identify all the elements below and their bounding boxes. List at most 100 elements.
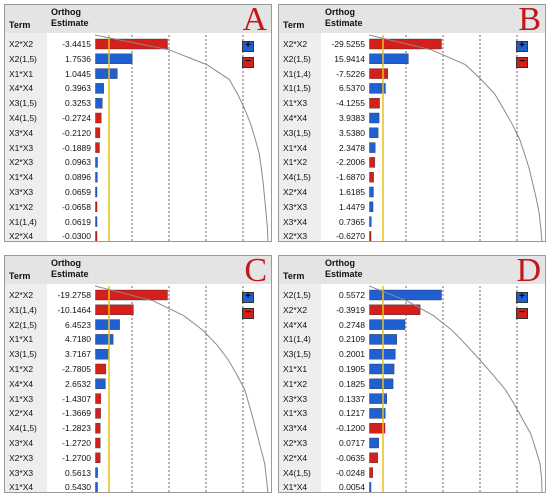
row-term: X2*X3	[283, 231, 308, 242]
header-estimate: Orthog Estimate	[325, 258, 369, 280]
row-estimate: -0.0658	[62, 201, 91, 212]
row-term: X2(1,5)	[283, 290, 311, 300]
row-term: X4(1,5)	[283, 467, 311, 478]
bar	[369, 171, 374, 183]
bar	[369, 437, 379, 449]
bar	[95, 452, 101, 464]
bar	[369, 97, 380, 109]
header-estimate-line2: Estimate	[325, 269, 363, 279]
row-estimate: -0.3919	[336, 304, 365, 315]
row-term: X2*X2	[9, 290, 34, 300]
row-term: X1*X3	[283, 98, 308, 109]
row-estimate: -1.2823	[62, 423, 91, 434]
row-estimate: 0.1905	[339, 364, 365, 374]
row-term: X1(1,5)	[283, 83, 311, 94]
row-estimate: 0.3963	[65, 83, 91, 94]
row-estimate: -7.5226	[336, 68, 365, 79]
row-term: X1*X3	[283, 408, 308, 419]
row-term: X1(1,4)	[9, 304, 37, 315]
row-term: X3*X3	[283, 393, 308, 404]
header-estimate-line2: Estimate	[325, 18, 363, 28]
bar	[369, 422, 386, 434]
bar	[369, 83, 386, 94]
row-estimate: -0.2724	[62, 113, 91, 123]
legend-minus-label: −	[519, 56, 525, 67]
row-estimate: -0.2120	[62, 127, 91, 138]
panel-letter: A	[242, 4, 267, 38]
row-estimate: 2.3478	[339, 142, 365, 153]
bar	[95, 231, 98, 241]
row-estimate: 15.9414	[334, 53, 365, 64]
chart-panel-a: Term Orthog Estimate A X2*X2 -3.4415 X2(1,5) 1.…	[4, 4, 272, 242]
bar	[95, 422, 101, 434]
row-estimate: -0.1200	[336, 423, 365, 434]
row-term: X1*X3	[9, 393, 34, 404]
row-estimate: -0.0248	[336, 467, 365, 478]
header-estimate: Orthog Estimate	[51, 258, 95, 280]
header-term: Term	[9, 20, 31, 30]
row-estimate: 0.2748	[339, 319, 365, 330]
bar	[95, 112, 102, 124]
term-column	[279, 33, 321, 241]
row-estimate: -1.3669	[62, 408, 91, 419]
row-term: X1(1,4)	[9, 216, 37, 227]
row-term: X2*X4	[283, 452, 308, 463]
row-estimate: -1.4307	[62, 393, 91, 404]
row-estimate: 0.2109	[339, 334, 365, 345]
bar	[369, 408, 386, 419]
bar	[369, 467, 373, 478]
row-estimate: 2.6532	[65, 378, 91, 389]
bar	[369, 319, 406, 330]
header-estimate-line1: Orthog	[51, 7, 81, 17]
row-term: X2*X2	[283, 39, 308, 49]
row-estimate: 0.3253	[65, 98, 91, 109]
bar	[369, 186, 374, 198]
row-term: X1*X1	[9, 68, 34, 79]
cumulative-curve	[369, 34, 543, 241]
legend-negative: −	[516, 308, 528, 319]
row-term: X2*X3	[9, 452, 34, 463]
row-term: X2*X4	[283, 187, 308, 197]
bar	[369, 393, 387, 404]
row-estimate: 0.0963	[65, 157, 91, 168]
row-estimate: 6.4523	[65, 319, 91, 330]
bar	[369, 216, 372, 227]
bar	[95, 363, 107, 375]
row-term: X1*X3	[9, 142, 34, 153]
row-term: X1*X4	[9, 482, 34, 493]
row-estimate: 3.5380	[339, 127, 365, 138]
row-term: X2(1,5)	[283, 53, 311, 64]
legend-plus-label: +	[519, 40, 525, 51]
bar	[369, 53, 409, 64]
bar	[95, 437, 101, 449]
row-term: X3(1,5)	[283, 127, 311, 138]
bar	[95, 201, 98, 213]
row-estimate: 3.9383	[339, 113, 365, 123]
chart-panel-d: Term Orthog Estimate D X2(1,5) 0.5572 X2*X2 -0.…	[278, 255, 546, 493]
row-estimate: 1.0445	[65, 68, 91, 79]
row-estimate: -2.7805	[62, 364, 91, 374]
bar	[369, 142, 376, 153]
bar	[95, 482, 98, 492]
row-term: X3*X3	[9, 187, 34, 197]
row-estimate: 0.0717	[339, 438, 365, 448]
legend-plus-label: +	[245, 291, 251, 302]
bar	[95, 467, 98, 478]
row-term: X3*X4	[9, 127, 34, 138]
header-estimate-line1: Orthog	[51, 258, 81, 268]
row-estimate: 0.1217	[339, 408, 365, 419]
bar	[369, 231, 372, 241]
bar	[369, 482, 372, 492]
cumulative-curve	[369, 285, 543, 492]
bar	[95, 38, 168, 50]
chart-panel-b: Term Orthog Estimate B X2*X2 -29.5255 X2(1,5) 1…	[278, 4, 546, 242]
cumulative-curve	[95, 285, 269, 492]
row-term: X4(1,5)	[9, 423, 37, 434]
legend-negative: −	[242, 308, 254, 319]
row-term: X4*X4	[283, 319, 308, 330]
pareto-plot	[95, 34, 269, 241]
bar	[95, 348, 110, 360]
bar	[369, 452, 378, 464]
legend-minus-label: −	[519, 307, 525, 318]
row-term: X2*X3	[9, 157, 34, 168]
